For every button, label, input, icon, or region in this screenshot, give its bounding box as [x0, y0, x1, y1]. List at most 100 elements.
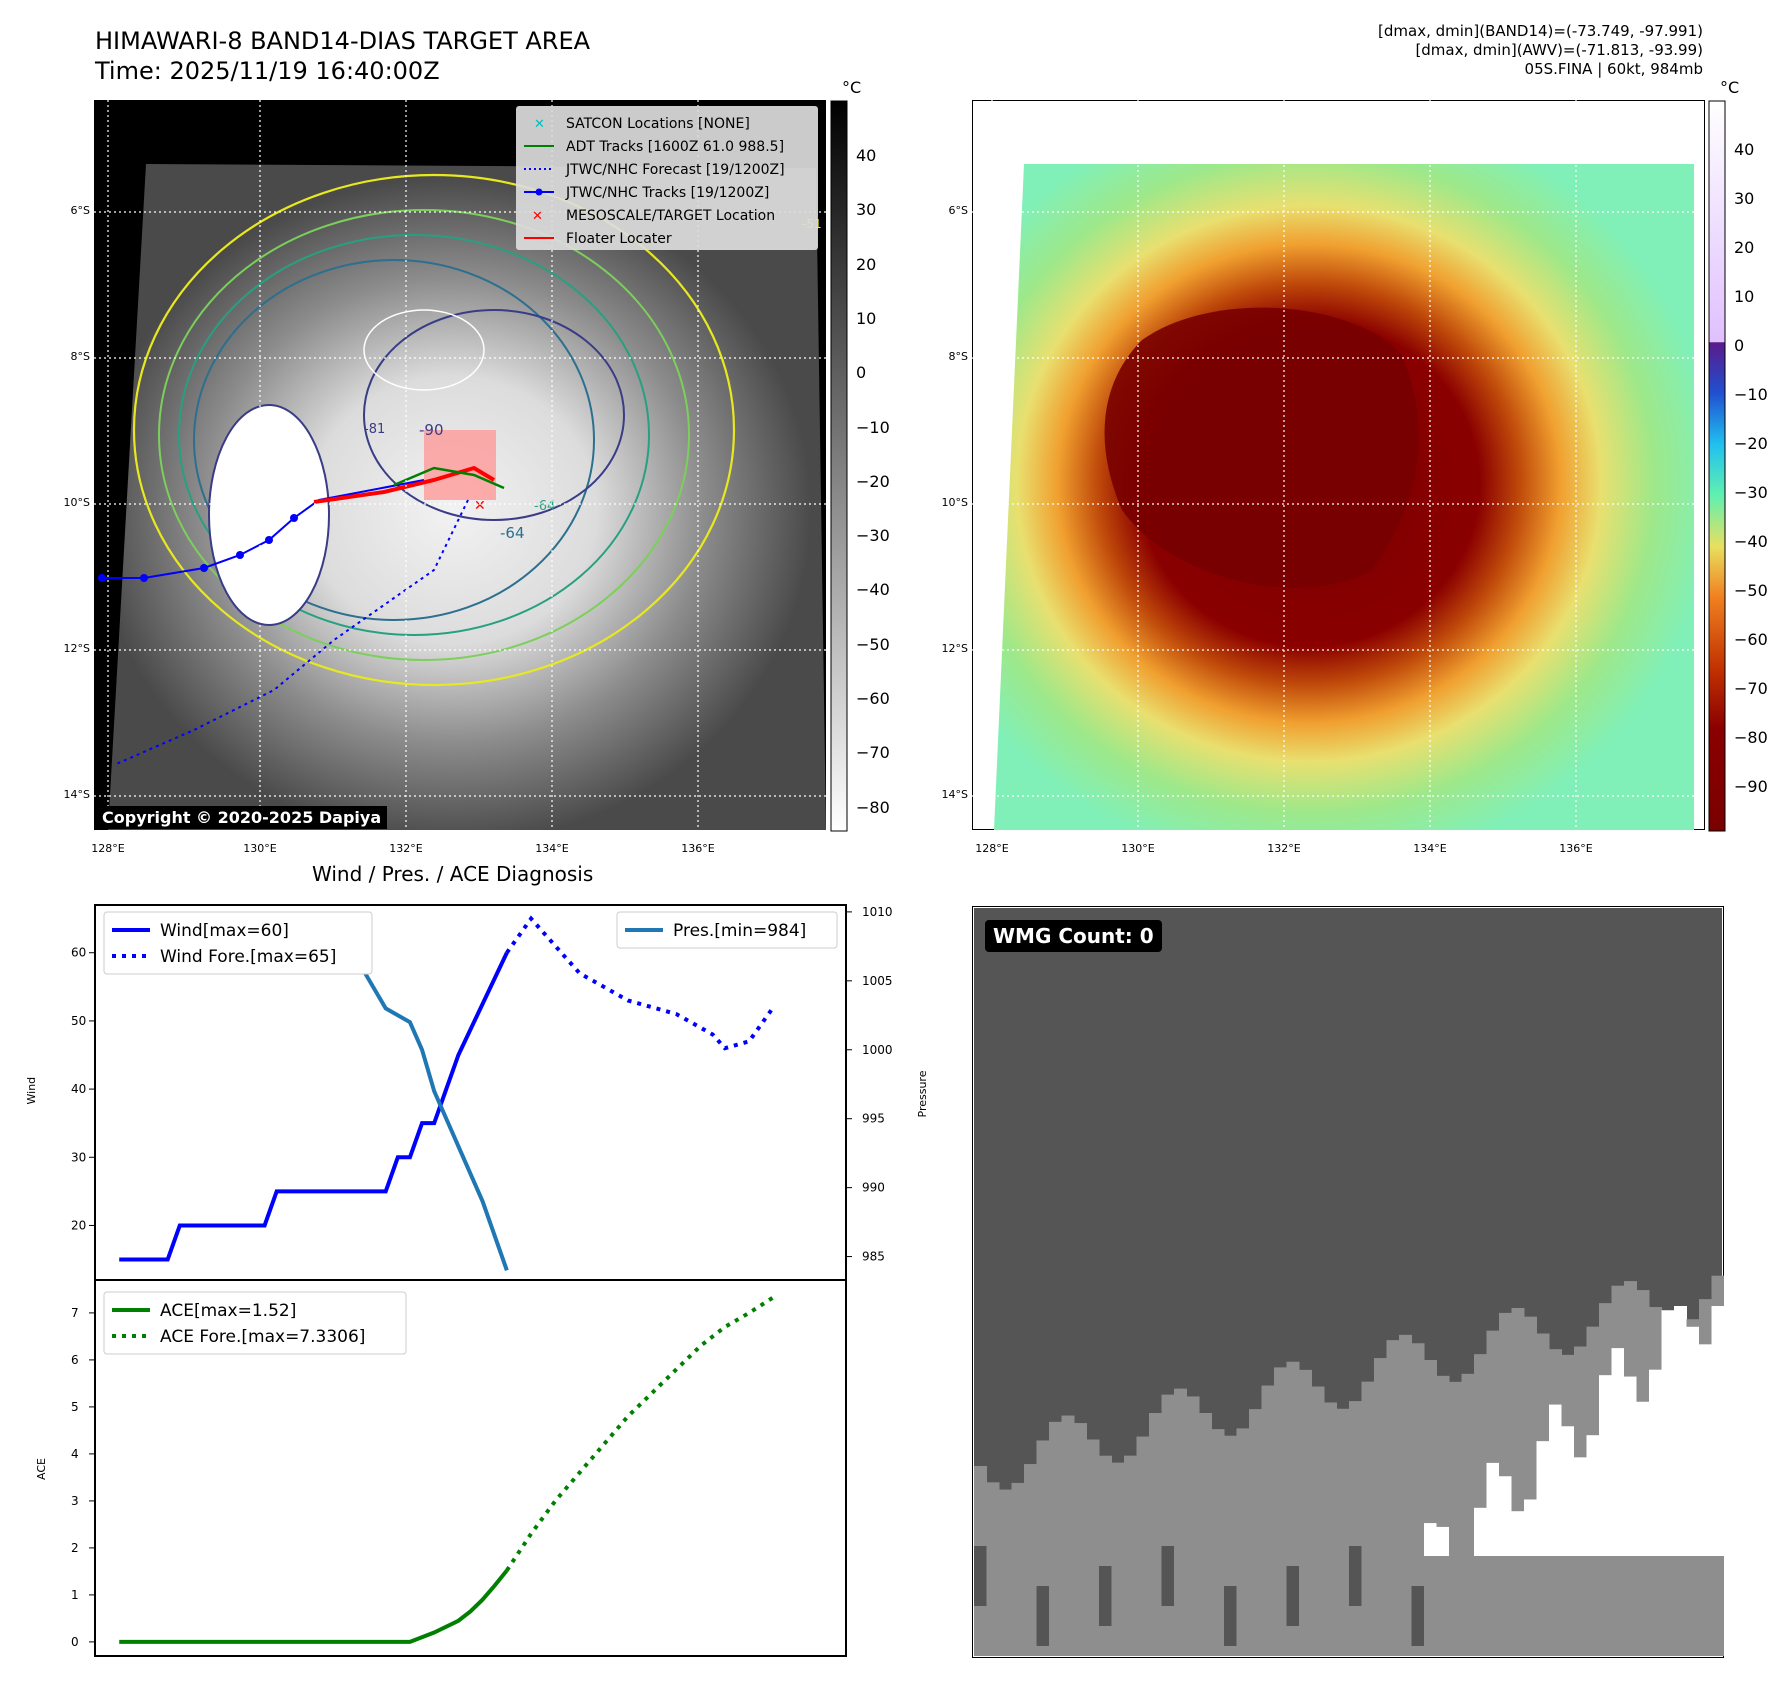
contour-label: -64 — [500, 524, 525, 542]
colorbar-tick-label: 10 — [1734, 287, 1755, 306]
wmg-cell — [1611, 1348, 1625, 1556]
wmg-cell — [1199, 1413, 1212, 1656]
wmg-cell — [1336, 1408, 1350, 1656]
legend-satcon: SATCON Locations [NONE] — [566, 116, 750, 132]
wind-chart-title: Wind / Pres. / ACE Diagnosis — [312, 862, 594, 886]
colorbar-tick-label: −60 — [856, 689, 890, 708]
wmg-cell — [1624, 1376, 1637, 1556]
y-tick-label: 6 — [71, 1353, 79, 1367]
wmg-cell — [1711, 1306, 1724, 1556]
lon-tick-label: 134°E — [535, 842, 569, 855]
lon-tick-label: 130°E — [1121, 842, 1155, 855]
lat-tick-label: 8°S — [948, 350, 968, 363]
legend-label: Wind[max=60] — [160, 921, 289, 941]
y-tick-label: 4 — [71, 1447, 79, 1461]
graticule — [972, 100, 1705, 830]
contour-label: -64 — [534, 499, 555, 514]
wmg-cell — [1161, 1394, 1175, 1656]
wmg-cell — [1499, 1476, 1512, 1556]
wmg-cell — [1649, 1369, 1662, 1556]
lon-tick-label: 130°E — [243, 842, 277, 855]
legend-forecast: JTWC/NHC Forecast [19/1200Z] — [565, 162, 785, 178]
info-line-1: [dmax, dmin](BAND14)=(-73.749, -97.991) — [1378, 22, 1703, 40]
wmg-cell — [1511, 1307, 1525, 1656]
pressure-legend: Pres.[min=984] — [616, 911, 838, 949]
lat-tick-label: 10°S — [63, 496, 90, 509]
wmg-cell — [1349, 1401, 1362, 1656]
wmg-cell — [1311, 1386, 1325, 1656]
wmg-cell — [1299, 1369, 1312, 1656]
contour-label: -81 — [364, 422, 385, 437]
y-tick-label: 7 — [71, 1306, 79, 1320]
wmg-cell — [1436, 1375, 1450, 1656]
series-line — [119, 923, 509, 1272]
wmg-cell — [1474, 1507, 1487, 1556]
wmg-cell — [1049, 1421, 1062, 1656]
wmg-cell — [1411, 1343, 1425, 1656]
info-line-3: 05S.FINA | 60kt, 984mb — [1524, 60, 1703, 78]
wmg-cell — [1261, 1385, 1275, 1656]
lon-tick-label: 136°E — [1559, 842, 1593, 855]
colorbar-tick-label: −70 — [1734, 679, 1768, 698]
wmg-cell — [1361, 1381, 1375, 1656]
info-line-2: [dmax, dmin](AWV)=(-71.813, -93.99) — [1415, 41, 1703, 59]
y2-tick-label: 990 — [862, 1181, 885, 1195]
y-tick-label: 5 — [71, 1400, 79, 1414]
y-tick-label: 60 — [71, 946, 86, 960]
wmg-cell — [1486, 1462, 1500, 1556]
legend-target: MESOSCALE/TARGET Location — [566, 208, 775, 224]
colorbar-tick-label: 40 — [856, 146, 877, 165]
y-tick-label: 40 — [71, 1082, 86, 1096]
y2-axis-label: Pressure — [916, 1070, 929, 1117]
map-legend: ✕ SATCON Locations [NONE] ADT Tracks [16… — [516, 106, 818, 250]
legend-label: ACE Fore.[max=7.3306] — [160, 1327, 365, 1347]
wmg-cell — [1274, 1367, 1287, 1656]
wmg-cell — [1424, 1523, 1437, 1556]
wmg-cell — [1474, 1354, 1487, 1656]
legend-adt: ADT Tracks [1600Z 61.0 988.5] — [566, 139, 784, 155]
colorbar-tick-label: 0 — [856, 363, 867, 383]
wmg-cell — [1124, 1455, 1137, 1656]
wmg-cell — [1661, 1310, 1675, 1556]
wmg-cell — [1549, 1404, 1562, 1556]
wmg-cell — [1374, 1358, 1387, 1656]
wmg-cell — [1186, 1396, 1200, 1656]
y2-tick-label: 995 — [862, 1112, 885, 1126]
target-marker: ✕ — [474, 498, 486, 514]
colorbar-tick-label: −70 — [856, 743, 890, 763]
wmg-cell — [1136, 1436, 1150, 1656]
lat-tick-label: 6°S — [70, 204, 90, 217]
lon-tick-label: 134°E — [1413, 842, 1447, 855]
title-line-2: Time: 2025/11/19 16:40:00Z — [95, 57, 440, 85]
wmg-cell — [1436, 1526, 1450, 1556]
colorbar-tick-label: −60 — [1734, 630, 1768, 649]
colorbar-tick-label: −40 — [856, 580, 890, 600]
lon-tick-label: 132°E — [1267, 842, 1301, 855]
wmg-cell — [1149, 1413, 1162, 1656]
lon-tick-label: 128°E — [975, 842, 1009, 855]
legend-label: Pres.[min=984] — [673, 921, 806, 941]
y-axis-label: Wind — [25, 1077, 38, 1105]
wmg-cell — [1324, 1402, 1337, 1656]
y2-tick-label: 985 — [862, 1250, 885, 1264]
wmg-count-badge: WMG Count: 0 — [985, 920, 1162, 952]
lat-tick-label: 6°S — [948, 204, 968, 217]
wmg-cell — [1699, 1344, 1712, 1556]
wmg-cell — [1011, 1482, 1025, 1656]
wmg-cell — [1424, 1360, 1437, 1656]
wmg-cell — [1636, 1401, 1650, 1556]
lon-tick-label: 136°E — [681, 842, 715, 855]
colorbar-tick-label: −10 — [856, 417, 890, 437]
lat-tick-label: 8°S — [70, 350, 90, 363]
colorbar-tick-label: 20 — [856, 254, 877, 274]
lon-tick-label: 132°E — [389, 842, 423, 855]
colorbar-tick-label: −50 — [856, 634, 890, 654]
colorbar-tick-label: −80 — [1734, 728, 1768, 747]
wmg-cell — [1174, 1388, 1187, 1656]
wmg-cell — [1111, 1462, 1125, 1656]
lat-tick-label: 10°S — [941, 496, 968, 509]
wmg-cell — [1449, 1381, 1462, 1656]
colorbar-tick-label: −30 — [1734, 483, 1768, 502]
wmg-cell — [1674, 1306, 1687, 1556]
wmg-cell — [1399, 1334, 1412, 1656]
